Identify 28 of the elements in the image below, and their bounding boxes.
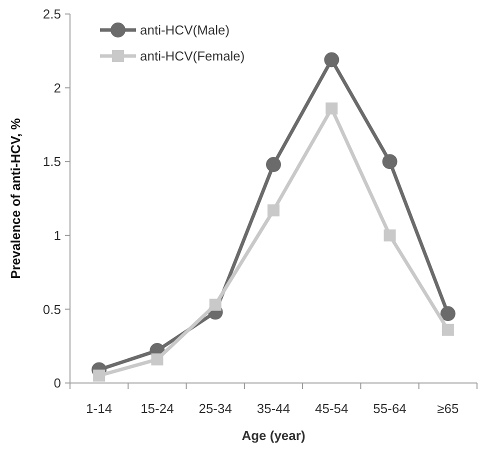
x-tick-label: 35-44	[256, 401, 290, 416]
x-tick-label: 55-64	[373, 401, 406, 416]
y-tick-label: 2	[54, 80, 61, 96]
point	[440, 306, 456, 322]
legend-label: anti-HCV(Female)	[140, 48, 245, 64]
x-tick-label: 45-54	[315, 401, 348, 416]
point	[209, 298, 222, 311]
point	[384, 229, 396, 242]
x-tick-label: 25-34	[198, 401, 232, 416]
point	[268, 204, 280, 216]
point	[326, 102, 338, 114]
x-axis-title: Age (year)	[242, 428, 306, 443]
point	[151, 353, 164, 366]
point	[324, 52, 340, 68]
legend-label: anti-HCV(Male)	[140, 22, 230, 38]
y-tick-label: 1	[54, 228, 61, 243]
point	[266, 157, 281, 172]
y-tick-label: 0	[54, 376, 61, 391]
x-tick-label: 1-14	[86, 401, 112, 416]
point	[93, 370, 106, 382]
y-tick-label: 2.5	[42, 6, 61, 22]
point	[382, 154, 398, 170]
x-tick-label: 15-24	[140, 401, 174, 416]
x-tick-label: ≥65	[437, 401, 459, 416]
point	[442, 324, 454, 336]
y-tick-label: 0.5	[42, 302, 61, 317]
y-axis-title: Prevalence of anti-HCV, %	[8, 118, 23, 279]
y-tick-label: 1.5	[42, 154, 61, 170]
